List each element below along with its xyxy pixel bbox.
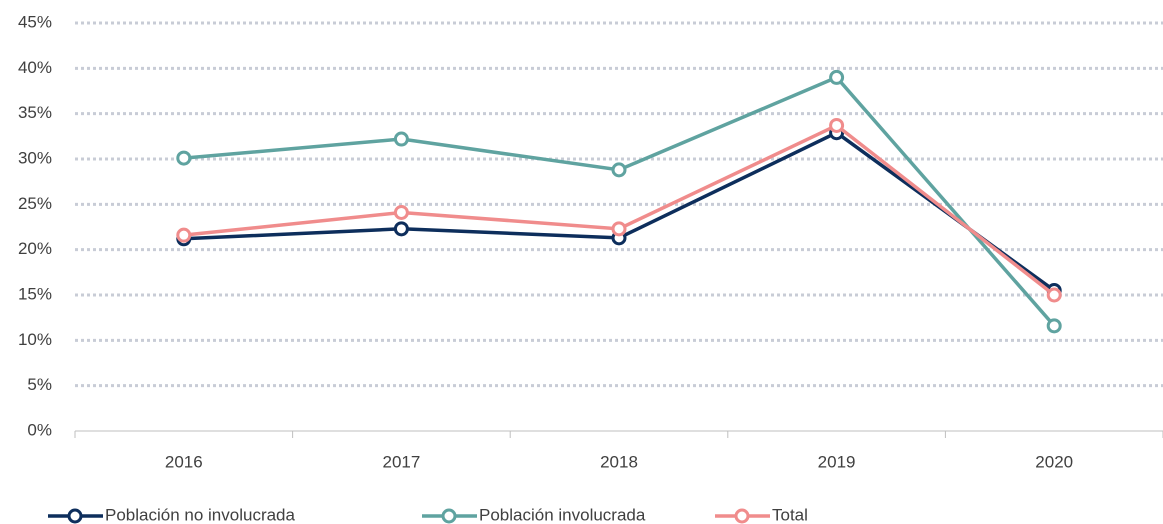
point [393, 221, 409, 237]
y-tick-label: 15% [18, 284, 52, 303]
legend-label: Población no involucrada [105, 505, 296, 524]
point [393, 131, 409, 147]
legend-label: Total [772, 505, 808, 524]
point [1046, 287, 1062, 303]
y-tick-label: 25% [18, 194, 52, 213]
y-tick-label: 35% [18, 103, 52, 122]
y-tick-label: 20% [18, 239, 52, 258]
x-tick-label: 2016 [165, 452, 203, 471]
point [611, 162, 627, 178]
y-tick-label: 45% [18, 12, 52, 31]
legend-marker [734, 508, 750, 524]
legend-label: Población involucrada [479, 505, 646, 524]
legend-marker [441, 508, 457, 524]
x-tick-label: 2017 [382, 452, 420, 471]
point [176, 150, 192, 166]
point [1046, 318, 1062, 334]
series-line [183, 123, 1056, 297]
x-tick-label: 2018 [600, 452, 638, 471]
x-tick-label: 2020 [1035, 452, 1073, 471]
y-tick-label: 30% [18, 148, 52, 167]
series-line [183, 130, 1056, 292]
point [176, 227, 192, 243]
x-tick-label: 2019 [818, 452, 856, 471]
point [829, 117, 845, 133]
point [829, 69, 845, 85]
y-tick-label: 40% [18, 58, 52, 77]
legend-marker [67, 508, 83, 524]
y-tick-label: 5% [27, 375, 52, 394]
y-tick-label: 0% [27, 420, 52, 439]
point [611, 221, 627, 237]
y-tick-label: 10% [18, 330, 52, 349]
point [393, 204, 409, 220]
